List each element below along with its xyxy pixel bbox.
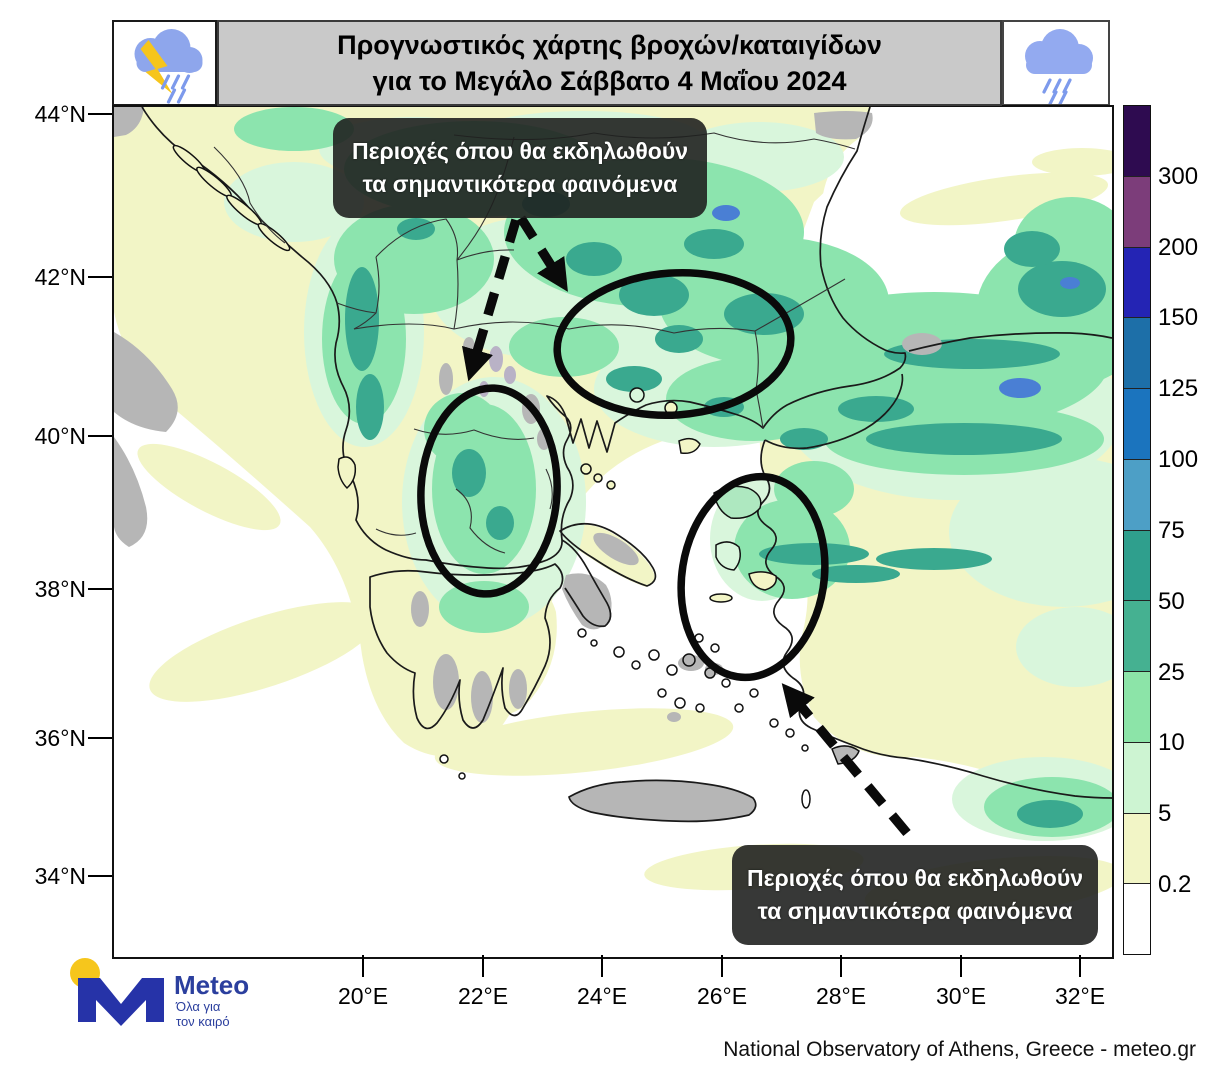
precip-colorbar bbox=[1123, 105, 1151, 955]
lat-label-42: 42°N bbox=[34, 264, 86, 290]
lon-tick bbox=[362, 955, 364, 977]
lat-label-38: 38°N bbox=[34, 576, 86, 602]
islands-layer bbox=[172, 144, 860, 809]
colorbar-segment bbox=[1124, 247, 1150, 319]
blue-precip-layer bbox=[712, 205, 1080, 398]
colorbar-label-75: 75 bbox=[1158, 517, 1185, 544]
logo-tagline-line2: τον καιρό bbox=[176, 1014, 230, 1029]
colorbar-segment bbox=[1124, 742, 1150, 814]
annotation-top-line1: Περιοχές όπου θα εκδηλωθούν bbox=[351, 137, 689, 164]
colorbar-segment bbox=[1124, 601, 1150, 672]
lon-tick bbox=[601, 955, 603, 977]
rain-cloud-icon bbox=[1025, 29, 1093, 106]
meteo-logo: Meteo Όλα για τον καιρό bbox=[64, 950, 294, 1030]
arrow-to-east-aegean-ellipse bbox=[781, 683, 911, 837]
lat-label-36: 36°N bbox=[34, 725, 86, 751]
logo-tagline-line1: Όλα για bbox=[175, 999, 221, 1014]
lat-tick bbox=[88, 435, 112, 437]
storm-cloud-lightning-rain-icon bbox=[134, 29, 203, 104]
colorbar-label-50: 50 bbox=[1158, 588, 1185, 615]
lat-tick bbox=[88, 875, 112, 877]
attribution-text: National Observatory of Athens, Greece -… bbox=[723, 1038, 1196, 1061]
map-title-line1: Προγνωστικός χάρτης βροχών/καταιγίδων bbox=[337, 29, 882, 60]
crete-island bbox=[568, 779, 757, 823]
lon-label-22: 22°E bbox=[457, 983, 509, 1009]
annotation-arrows bbox=[461, 215, 911, 837]
colorbar-label-10: 10 bbox=[1158, 729, 1185, 756]
highlight-ellipse-east-aegean bbox=[677, 472, 829, 682]
annotation-bottom-line2: τα σημαντικότερα φαινόμενα bbox=[757, 898, 1073, 924]
colorbar-label-5: 5 bbox=[1158, 800, 1172, 827]
lon-label-30: 30°E bbox=[935, 983, 987, 1009]
coastline-layer bbox=[141, 107, 1112, 799]
annotation-bottom-line1: Περιοχές όπου θα εκδηλωθούν bbox=[746, 864, 1084, 891]
storm-icon-box bbox=[112, 20, 217, 106]
lat-tick bbox=[88, 113, 112, 115]
colorbar-segment bbox=[1124, 106, 1150, 177]
lat-tick bbox=[88, 276, 112, 278]
annotation-top-line2: τα σημαντικότερα φαινόμενα bbox=[362, 171, 678, 197]
colorbar-segment bbox=[1124, 318, 1150, 389]
colorbar-label-25: 25 bbox=[1158, 659, 1185, 686]
annotation-box-bottom: Περιοχές όπου θα εκδηλωθούν τα σημαντικό… bbox=[732, 845, 1098, 945]
colorbar-label-100: 100 bbox=[1158, 446, 1199, 473]
colorbar-segment bbox=[1124, 459, 1150, 531]
lon-tick bbox=[960, 955, 962, 977]
arrow-to-north-ellipse bbox=[516, 215, 568, 292]
lon-tick bbox=[482, 955, 484, 977]
lon-tick bbox=[840, 955, 842, 977]
map-title: Προγνωστικός χάρτης βροχών/καταιγίδων γι… bbox=[217, 20, 1002, 106]
colorbar-label-125: 125 bbox=[1158, 375, 1199, 402]
lat-label-34: 34°N bbox=[34, 863, 86, 889]
map-title-line2: για το Μεγάλο Σάββατο 4 Μαΐου 2024 bbox=[372, 66, 847, 96]
colorbar-segment bbox=[1124, 530, 1150, 602]
colorbar-segment bbox=[1124, 389, 1150, 460]
lon-label-32: 32°E bbox=[1054, 983, 1106, 1009]
colorbar-label-300: 300 bbox=[1158, 163, 1199, 190]
colorbar-segment bbox=[1124, 176, 1150, 248]
lon-label-20: 20°E bbox=[337, 983, 389, 1009]
highlight-ellipses bbox=[417, 268, 829, 682]
lon-tick bbox=[721, 955, 723, 977]
highlight-ellipse-west bbox=[417, 384, 561, 598]
colorbar-segment bbox=[1124, 813, 1150, 885]
meteo-logo-graphic: Meteo Όλα για τον καιρό bbox=[70, 958, 249, 1029]
colorbar-segment bbox=[1124, 672, 1150, 743]
lat-tick bbox=[88, 588, 112, 590]
colorbar-label-150: 150 bbox=[1158, 304, 1199, 331]
precipitation-map bbox=[112, 105, 1114, 959]
lat-label-44: 44°N bbox=[34, 101, 86, 127]
precipitation-map-canvas bbox=[114, 107, 1112, 957]
logo-m-shape bbox=[78, 978, 164, 1026]
annotation-box-top: Περιοχές όπου θα εκδηλωθούν τα σημαντικό… bbox=[333, 118, 707, 218]
lon-tick bbox=[1079, 955, 1081, 977]
colorbar-segment bbox=[1124, 884, 1150, 954]
rain-icon-box bbox=[1002, 20, 1110, 106]
lon-label-28: 28°E bbox=[815, 983, 867, 1009]
logo-name-text: Meteo bbox=[174, 970, 249, 1000]
lat-tick bbox=[88, 737, 112, 739]
lon-label-24: 24°E bbox=[576, 983, 628, 1009]
highlight-ellipse-north bbox=[553, 268, 795, 420]
lat-label-40: 40°N bbox=[34, 423, 86, 449]
colorbar-label-200: 200 bbox=[1158, 234, 1199, 261]
lon-label-26: 26°E bbox=[696, 983, 748, 1009]
colorbar-label-02: 0.2 bbox=[1158, 871, 1192, 898]
arrow-to-west-ellipse bbox=[461, 218, 521, 382]
